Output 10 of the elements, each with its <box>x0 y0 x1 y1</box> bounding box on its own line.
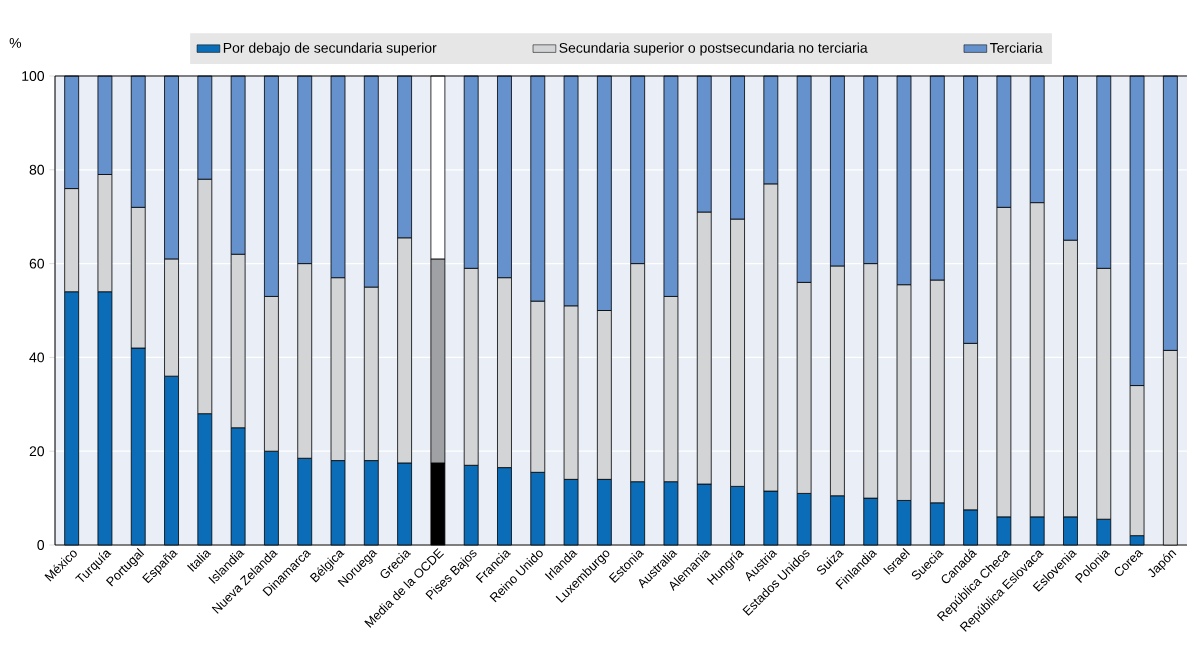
legend-label: Por debajo de secundaria superior <box>223 42 437 56</box>
y-tick-label: 20 <box>29 446 45 457</box>
y-tick-label: 100 <box>22 71 45 81</box>
y-axis-title: % <box>9 38 22 48</box>
y-tick-label: 0 <box>37 540 45 550</box>
y-tick-label: 60 <box>29 258 45 269</box>
y-tick-label: 80 <box>29 164 45 175</box>
legend-label: Terciaria <box>989 42 1043 53</box>
y-tick-label: 40 <box>29 352 45 363</box>
legend-label: Secundaria superior o postsecundaria no terciaria <box>559 42 868 56</box>
